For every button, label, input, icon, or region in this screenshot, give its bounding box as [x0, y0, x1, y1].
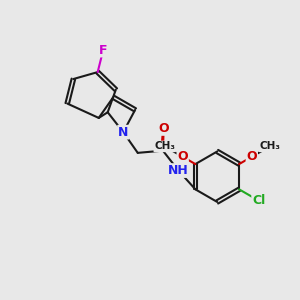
Text: Cl: Cl	[252, 194, 266, 207]
Text: F: F	[99, 44, 107, 56]
Text: CH₃: CH₃	[154, 141, 175, 152]
Text: O: O	[247, 150, 257, 163]
Text: O: O	[177, 150, 188, 163]
Text: NH: NH	[168, 164, 189, 177]
Text: O: O	[158, 122, 169, 135]
Text: N: N	[118, 126, 128, 139]
Text: CH₃: CH₃	[259, 141, 280, 152]
